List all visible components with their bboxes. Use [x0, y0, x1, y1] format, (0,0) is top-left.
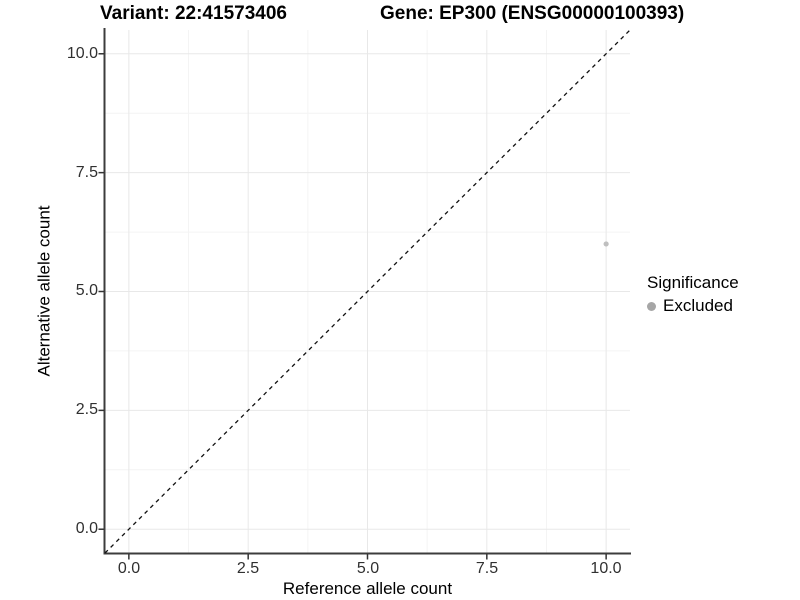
- identity-line: [104, 29, 631, 554]
- legend: Significance Excluded: [647, 273, 739, 316]
- y-tick-label-0: 0.0: [75, 520, 98, 537]
- y-tick-label-1: 2.5: [75, 401, 98, 418]
- excluded-point-icon: [647, 301, 656, 311]
- x-axis-title: Reference allele count: [282, 579, 453, 598]
- y-tick-label-3: 7.5: [75, 164, 98, 181]
- plot-panel: [98, 28, 631, 560]
- x-tick-label-1: 2.5: [236, 560, 260, 577]
- data-point-excluded: [603, 241, 609, 247]
- legend-title: Significance: [647, 273, 739, 292]
- legend-item-excluded: Excluded: [647, 296, 739, 316]
- x-tick-label-3: 7.5: [475, 560, 499, 577]
- y-tick-label-2: 5.0: [75, 282, 98, 299]
- plot-title-gene: Gene: EP300 (ENSG00000100393): [380, 3, 685, 24]
- plot-title-variant: Variant: 22:41573406: [100, 3, 287, 24]
- y-axis-title-text: Alternative allele count: [35, 205, 55, 377]
- x-tick-label-4: 10.0: [590, 560, 622, 577]
- y-tick-label-4: 10.0: [66, 45, 98, 62]
- x-tick-label-0: 0.0: [117, 560, 141, 577]
- x-tick-label-2: 5.0: [356, 560, 380, 577]
- legend-item-label: Excluded: [663, 296, 733, 315]
